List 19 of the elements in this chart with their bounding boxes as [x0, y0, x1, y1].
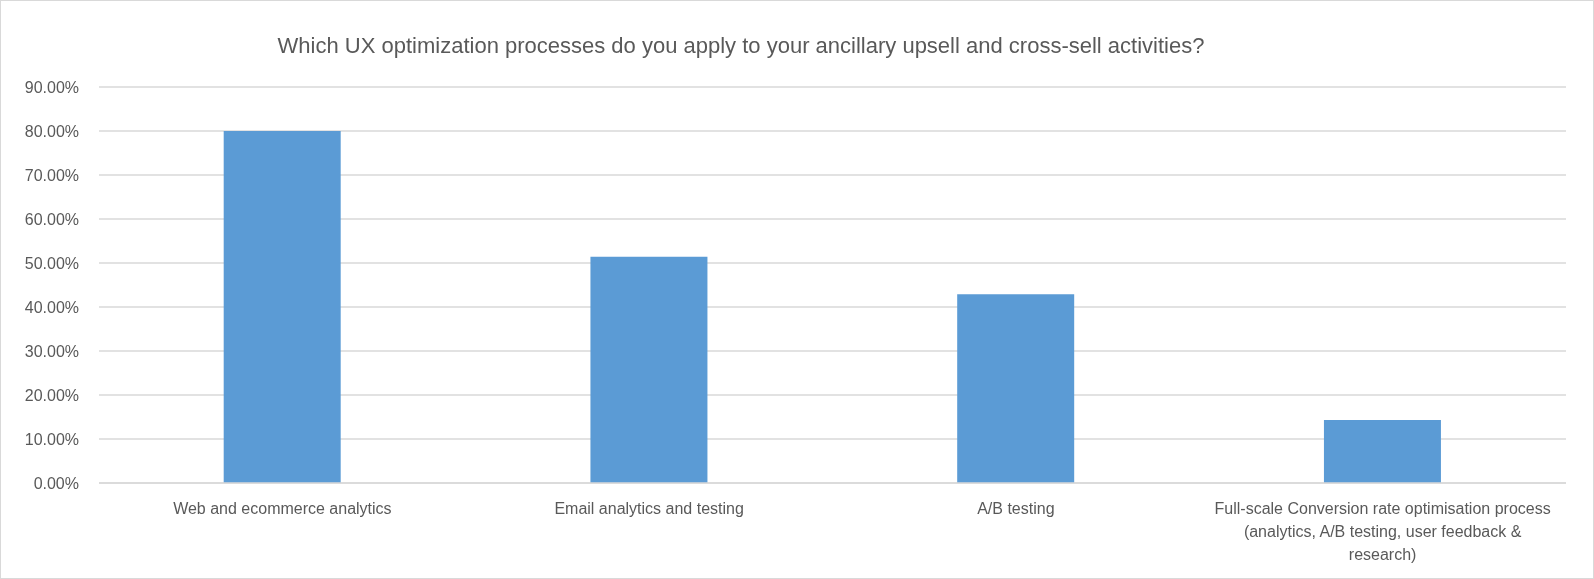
y-tick-label: 20.00%: [24, 386, 79, 404]
y-tick-label: 70.00%: [24, 166, 79, 184]
x-tick-label: A/B testing: [977, 500, 1055, 518]
y-tick-label: 60.00%: [24, 210, 79, 228]
y-tick-label: 0.00%: [33, 474, 79, 492]
x-tick-label: Web and ecommerce analytics: [173, 500, 392, 518]
chart-title: Which UX optimization processes do you apply to your ancillary upsell and cross-sell activities?: [276, 32, 1206, 60]
bar: [1323, 420, 1441, 483]
x-tick-label: Email analytics and testing: [554, 500, 744, 518]
x-tick-label: Full-scale Conversion rate optimisation process (analytics, A/B testing, user feedback & research): [1214, 500, 1551, 564]
y-tick-label: 30.00%: [24, 342, 79, 360]
y-tick-label: 50.00%: [24, 254, 79, 272]
y-tick-label: 90.00%: [24, 78, 79, 96]
bar: [590, 256, 708, 483]
y-tick-label: 80.00%: [24, 122, 79, 140]
y-tick-label: 10.00%: [24, 430, 79, 448]
bar: [223, 131, 341, 483]
y-tick-label: 40.00%: [24, 298, 79, 316]
bar: [957, 294, 1075, 483]
